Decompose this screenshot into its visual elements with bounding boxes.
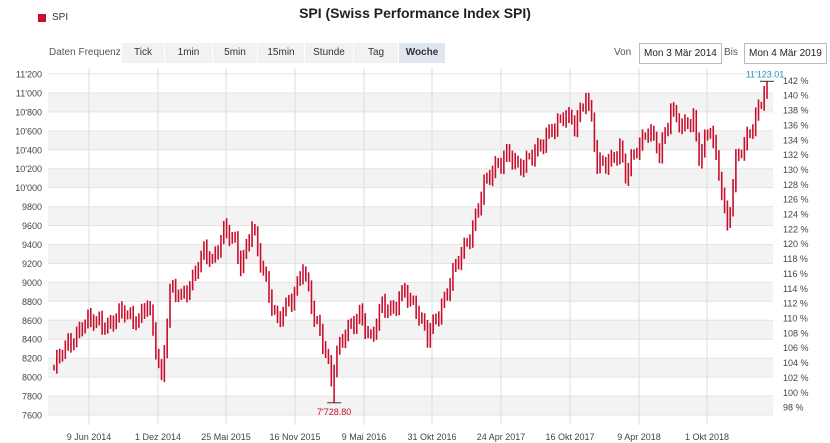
- y-tick-label: 8800: [22, 297, 42, 307]
- frequency-label: Daten Frequenz: [49, 47, 121, 58]
- low-annotation: 7'728.80: [317, 407, 351, 417]
- y-right-tick-label: 142 %: [783, 76, 809, 86]
- y-tick-label: 9600: [22, 221, 42, 231]
- y-right-tick-label: 114 %: [783, 284, 808, 294]
- chart-title: SPI (Swiss Performance Index SPI): [299, 5, 531, 21]
- tab-15min[interactable]: 15min: [258, 43, 304, 63]
- tab-1min[interactable]: 1min: [165, 43, 212, 63]
- y-tick-label: 9000: [22, 278, 42, 288]
- to-date-field[interactable]: Mon 4 Mär 2019: [744, 43, 827, 64]
- to-label: Bis: [724, 47, 738, 58]
- tab-tick[interactable]: Tick: [122, 43, 164, 63]
- y-right-tick-label: 100 %: [783, 388, 809, 398]
- y-right-tick-label: 110 %: [783, 314, 808, 324]
- legend-swatch: [38, 13, 46, 22]
- grid-band: [48, 130, 773, 150]
- grid-band: [48, 320, 773, 340]
- x-tick-label: 24 Apr 2017: [477, 432, 526, 442]
- x-tick-label: 9 Mai 2016: [342, 432, 387, 442]
- from-date-field[interactable]: Mon 3 Mär 2014: [639, 43, 722, 64]
- grid-band: [48, 168, 773, 188]
- y-right-tick-label: 128 %: [783, 180, 809, 190]
- legend: SPI: [38, 12, 68, 23]
- y-tick-label: 10'400: [15, 145, 42, 155]
- y-right-tick-label: 140 %: [783, 91, 809, 101]
- y-tick-label: 10'200: [15, 164, 42, 174]
- grid-band: [48, 396, 773, 415]
- y-tick-label: 11'200: [16, 70, 42, 80]
- y-tick-label: 8000: [22, 373, 42, 383]
- x-tick-label: 31 Okt 2016: [407, 432, 456, 442]
- x-tick-label: 16 Okt 2017: [545, 432, 594, 442]
- tab-stunde[interactable]: Stunde: [305, 43, 353, 63]
- y-tick-label: 11'000: [16, 88, 42, 98]
- y-right-tick-label: 134 %: [783, 135, 809, 145]
- tab-woche[interactable]: Woche: [399, 43, 445, 63]
- grid-band: [48, 206, 773, 226]
- y-tick-label: 8400: [22, 335, 42, 345]
- y-tick-label: 10'000: [15, 183, 42, 193]
- tab-5min[interactable]: 5min: [213, 43, 257, 63]
- y-right-tick-label: 120 %: [783, 239, 809, 249]
- y-tick-label: 9200: [22, 259, 42, 269]
- y-right-tick-label: 138 %: [783, 106, 809, 116]
- x-tick-label: 1 Okt 2018: [685, 432, 729, 442]
- y-right-tick-label: 130 %: [783, 165, 809, 175]
- tab-tag[interactable]: Tag: [354, 43, 398, 63]
- y-right-tick-label: 132 %: [783, 150, 809, 160]
- y-tick-label: 7800: [22, 392, 42, 402]
- y-tick-label: 9800: [22, 202, 42, 212]
- frequency-tabs: Tick 1min 5min 15min Stunde Tag Woche: [122, 43, 446, 63]
- y-tick-label: 9400: [22, 240, 42, 250]
- y-right-tick-label: 98 %: [783, 403, 804, 413]
- x-tick-label: 9 Apr 2018: [617, 432, 661, 442]
- y-tick-label: 8200: [22, 354, 42, 364]
- grid-band: [48, 282, 773, 302]
- x-tick-label: 9 Jun 2014: [67, 432, 112, 442]
- y-right-tick-label: 122 %: [783, 224, 809, 234]
- y-tick-label: 10'800: [15, 107, 42, 117]
- x-tick-label: 25 Mai 2015: [201, 432, 251, 442]
- y-right-tick-label: 126 %: [783, 195, 809, 205]
- high-annotation: 11'123.01: [746, 69, 785, 79]
- y-tick-label: 7600: [22, 411, 42, 421]
- y-right-tick-label: 136 %: [783, 120, 809, 130]
- x-tick-label: 1 Dez 2014: [135, 432, 181, 442]
- y-right-tick-label: 108 %: [783, 328, 809, 338]
- y-right-tick-label: 116 %: [783, 269, 808, 279]
- y-right-tick-label: 118 %: [783, 254, 808, 264]
- x-tick-label: 16 Nov 2015: [269, 432, 320, 442]
- grid-band: [48, 358, 773, 378]
- y-right-tick-label: 102 %: [783, 373, 809, 383]
- y-right-tick-label: 124 %: [783, 210, 809, 220]
- y-right-tick-label: 106 %: [783, 343, 809, 353]
- y-right-tick-label: 104 %: [783, 358, 809, 368]
- y-right-tick-label: 112 %: [783, 299, 808, 309]
- grid-band: [48, 244, 773, 264]
- grid-band: [48, 92, 773, 112]
- legend-label: SPI: [52, 12, 69, 23]
- y-tick-label: 8600: [22, 316, 42, 326]
- y-tick-label: 10'600: [15, 126, 42, 136]
- from-label: Von: [614, 47, 632, 58]
